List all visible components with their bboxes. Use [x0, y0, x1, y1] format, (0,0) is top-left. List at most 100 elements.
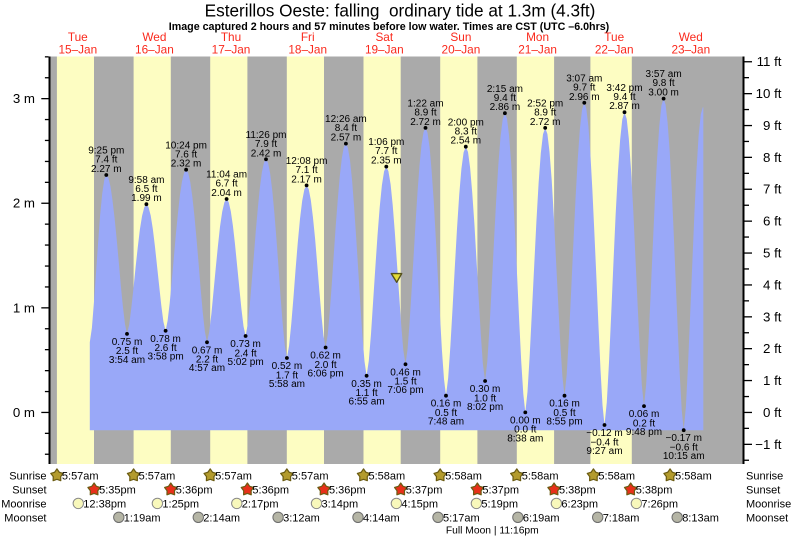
svg-text:3.00 m: 3.00 m: [648, 88, 679, 99]
svg-text:5:37pm: 5:37pm: [406, 485, 443, 497]
svg-text:8.9 ft: 8.9 ft: [414, 108, 436, 119]
svg-text:5:02 pm: 5:02 pm: [228, 357, 264, 368]
svg-text:11 ft: 11 ft: [757, 54, 782, 69]
svg-text:9.8 ft: 9.8 ft: [652, 78, 674, 89]
svg-text:5:17am: 5:17am: [443, 512, 480, 524]
svg-text:5:57am: 5:57am: [62, 471, 99, 483]
svg-text:6:55 am: 6:55 am: [349, 397, 385, 408]
svg-text:2.72 m: 2.72 m: [530, 117, 561, 128]
svg-text:1 ft: 1 ft: [763, 373, 782, 388]
svg-text:2.04 m: 2.04 m: [211, 188, 242, 199]
svg-text:2.42 m: 2.42 m: [251, 148, 282, 159]
svg-text:11:26 pm: 11:26 pm: [246, 130, 287, 141]
svg-text:−0.6 ft: −0.6 ft: [670, 443, 698, 454]
svg-text:4:57 am: 4:57 am: [189, 363, 225, 374]
svg-text:1.99 m: 1.99 m: [131, 193, 162, 204]
svg-text:5:58am: 5:58am: [522, 471, 559, 483]
svg-text:19–Jan: 19–Jan: [365, 43, 404, 57]
svg-text:1:22 am: 1:22 am: [407, 99, 443, 110]
svg-text:2.96 m: 2.96 m: [569, 92, 600, 103]
svg-text:5:19pm: 5:19pm: [481, 499, 518, 511]
svg-text:7 ft: 7 ft: [763, 182, 782, 197]
svg-text:6:23pm: 6:23pm: [561, 499, 598, 511]
svg-text:Sunset: Sunset: [12, 485, 46, 497]
svg-text:5:37pm: 5:37pm: [482, 485, 519, 497]
svg-text:5:38pm: 5:38pm: [559, 485, 596, 497]
svg-text:Sun: Sun: [450, 30, 471, 44]
svg-text:−0.12 m: −0.12 m: [586, 428, 622, 439]
svg-text:5:35pm: 5:35pm: [99, 485, 136, 497]
svg-text:7.1 ft: 7.1 ft: [295, 165, 317, 176]
svg-text:Esterillos Oeste: falling ord: Esterillos Oeste: falling ordinary tide …: [205, 1, 596, 21]
svg-text:8.3 ft: 8.3 ft: [455, 126, 477, 137]
svg-text:5:36pm: 5:36pm: [176, 485, 213, 497]
svg-text:3:54 am: 3:54 am: [109, 355, 145, 366]
svg-text:3:58 pm: 3:58 pm: [148, 352, 184, 363]
svg-text:2.27 m: 2.27 m: [91, 164, 122, 175]
svg-text:2:00 pm: 2:00 pm: [448, 117, 484, 128]
svg-text:0.67 m: 0.67 m: [192, 345, 223, 356]
svg-text:3:07 am: 3:07 am: [566, 73, 602, 84]
svg-text:0.5 ft: 0.5 ft: [435, 408, 457, 419]
svg-text:5 ft: 5 ft: [763, 246, 782, 261]
svg-text:7.7 ft: 7.7 ft: [375, 146, 397, 157]
svg-text:8:02 pm: 8:02 pm: [467, 402, 503, 413]
svg-text:2.54 m: 2.54 m: [451, 136, 482, 147]
svg-text:9:25 pm: 9:25 pm: [88, 146, 124, 157]
svg-text:2:15 am: 2:15 am: [487, 84, 523, 95]
svg-text:0.5 ft: 0.5 ft: [553, 408, 575, 419]
svg-text:15–Jan: 15–Jan: [58, 43, 97, 57]
svg-text:2:14am: 2:14am: [203, 512, 240, 524]
svg-text:20–Jan: 20–Jan: [442, 43, 481, 57]
svg-text:2:17pm: 2:17pm: [242, 499, 279, 511]
svg-text:2.4 ft: 2.4 ft: [234, 348, 256, 359]
svg-text:Tue: Tue: [604, 30, 624, 44]
svg-text:2.0 ft: 2.0 ft: [314, 360, 336, 371]
svg-text:1.5 ft: 1.5 ft: [394, 377, 416, 388]
svg-text:3 m: 3 m: [13, 91, 35, 106]
svg-text:5:58am: 5:58am: [675, 471, 712, 483]
svg-text:Sunset: Sunset: [746, 485, 780, 497]
svg-text:9:58 am: 9:58 am: [128, 175, 164, 186]
svg-text:0.46 m: 0.46 m: [390, 367, 421, 378]
svg-text:Moonrise: Moonrise: [746, 499, 791, 511]
svg-text:8.4 ft: 8.4 ft: [335, 123, 357, 134]
svg-text:6.5 ft: 6.5 ft: [135, 184, 157, 195]
svg-text:2.72 m: 2.72 m: [410, 117, 441, 128]
svg-text:5:58am: 5:58am: [369, 471, 406, 483]
svg-text:3:14pm: 3:14pm: [322, 499, 359, 511]
svg-text:8:13am: 8:13am: [682, 512, 719, 524]
svg-text:11:04 am: 11:04 am: [206, 170, 247, 181]
svg-text:21–Jan: 21–Jan: [518, 43, 557, 57]
svg-text:2.2 ft: 2.2 ft: [196, 355, 218, 366]
svg-text:0.30 m: 0.30 m: [470, 384, 501, 395]
svg-text:9:27 am: 9:27 am: [586, 446, 622, 457]
svg-text:16–Jan: 16–Jan: [135, 43, 174, 57]
svg-text:2 m: 2 m: [13, 196, 35, 211]
svg-text:Thu: Thu: [221, 30, 241, 44]
svg-text:7:06 pm: 7:06 pm: [387, 385, 423, 396]
svg-text:5:58am: 5:58am: [445, 471, 482, 483]
svg-text:6:19am: 6:19am: [523, 512, 560, 524]
svg-text:8 ft: 8 ft: [763, 150, 782, 165]
svg-text:23–Jan: 23–Jan: [671, 43, 710, 57]
svg-text:3:57 am: 3:57 am: [646, 69, 682, 80]
svg-text:5:57am: 5:57am: [292, 471, 329, 483]
svg-text:0.2 ft: 0.2 ft: [633, 418, 655, 429]
svg-text:9.4 ft: 9.4 ft: [494, 93, 516, 104]
svg-text:0.16 m: 0.16 m: [549, 399, 580, 410]
svg-text:12:38pm: 12:38pm: [83, 499, 126, 511]
svg-text:10:15 am: 10:15 am: [663, 451, 705, 462]
svg-text:Sunrise: Sunrise: [9, 471, 46, 483]
svg-text:0 ft: 0 ft: [763, 405, 782, 420]
svg-text:1:06 pm: 1:06 pm: [368, 137, 404, 148]
svg-text:18–Jan: 18–Jan: [288, 43, 327, 57]
svg-text:4:15pm: 4:15pm: [401, 499, 438, 511]
svg-text:6:06 pm: 6:06 pm: [308, 368, 344, 379]
svg-text:2:52 pm: 2:52 pm: [527, 99, 563, 110]
svg-text:10 ft: 10 ft: [756, 86, 782, 101]
svg-text:Moonrise: Moonrise: [1, 499, 46, 511]
svg-text:Wed: Wed: [142, 30, 166, 44]
svg-text:8:38 am: 8:38 am: [507, 433, 543, 444]
svg-text:7:26pm: 7:26pm: [641, 499, 678, 511]
